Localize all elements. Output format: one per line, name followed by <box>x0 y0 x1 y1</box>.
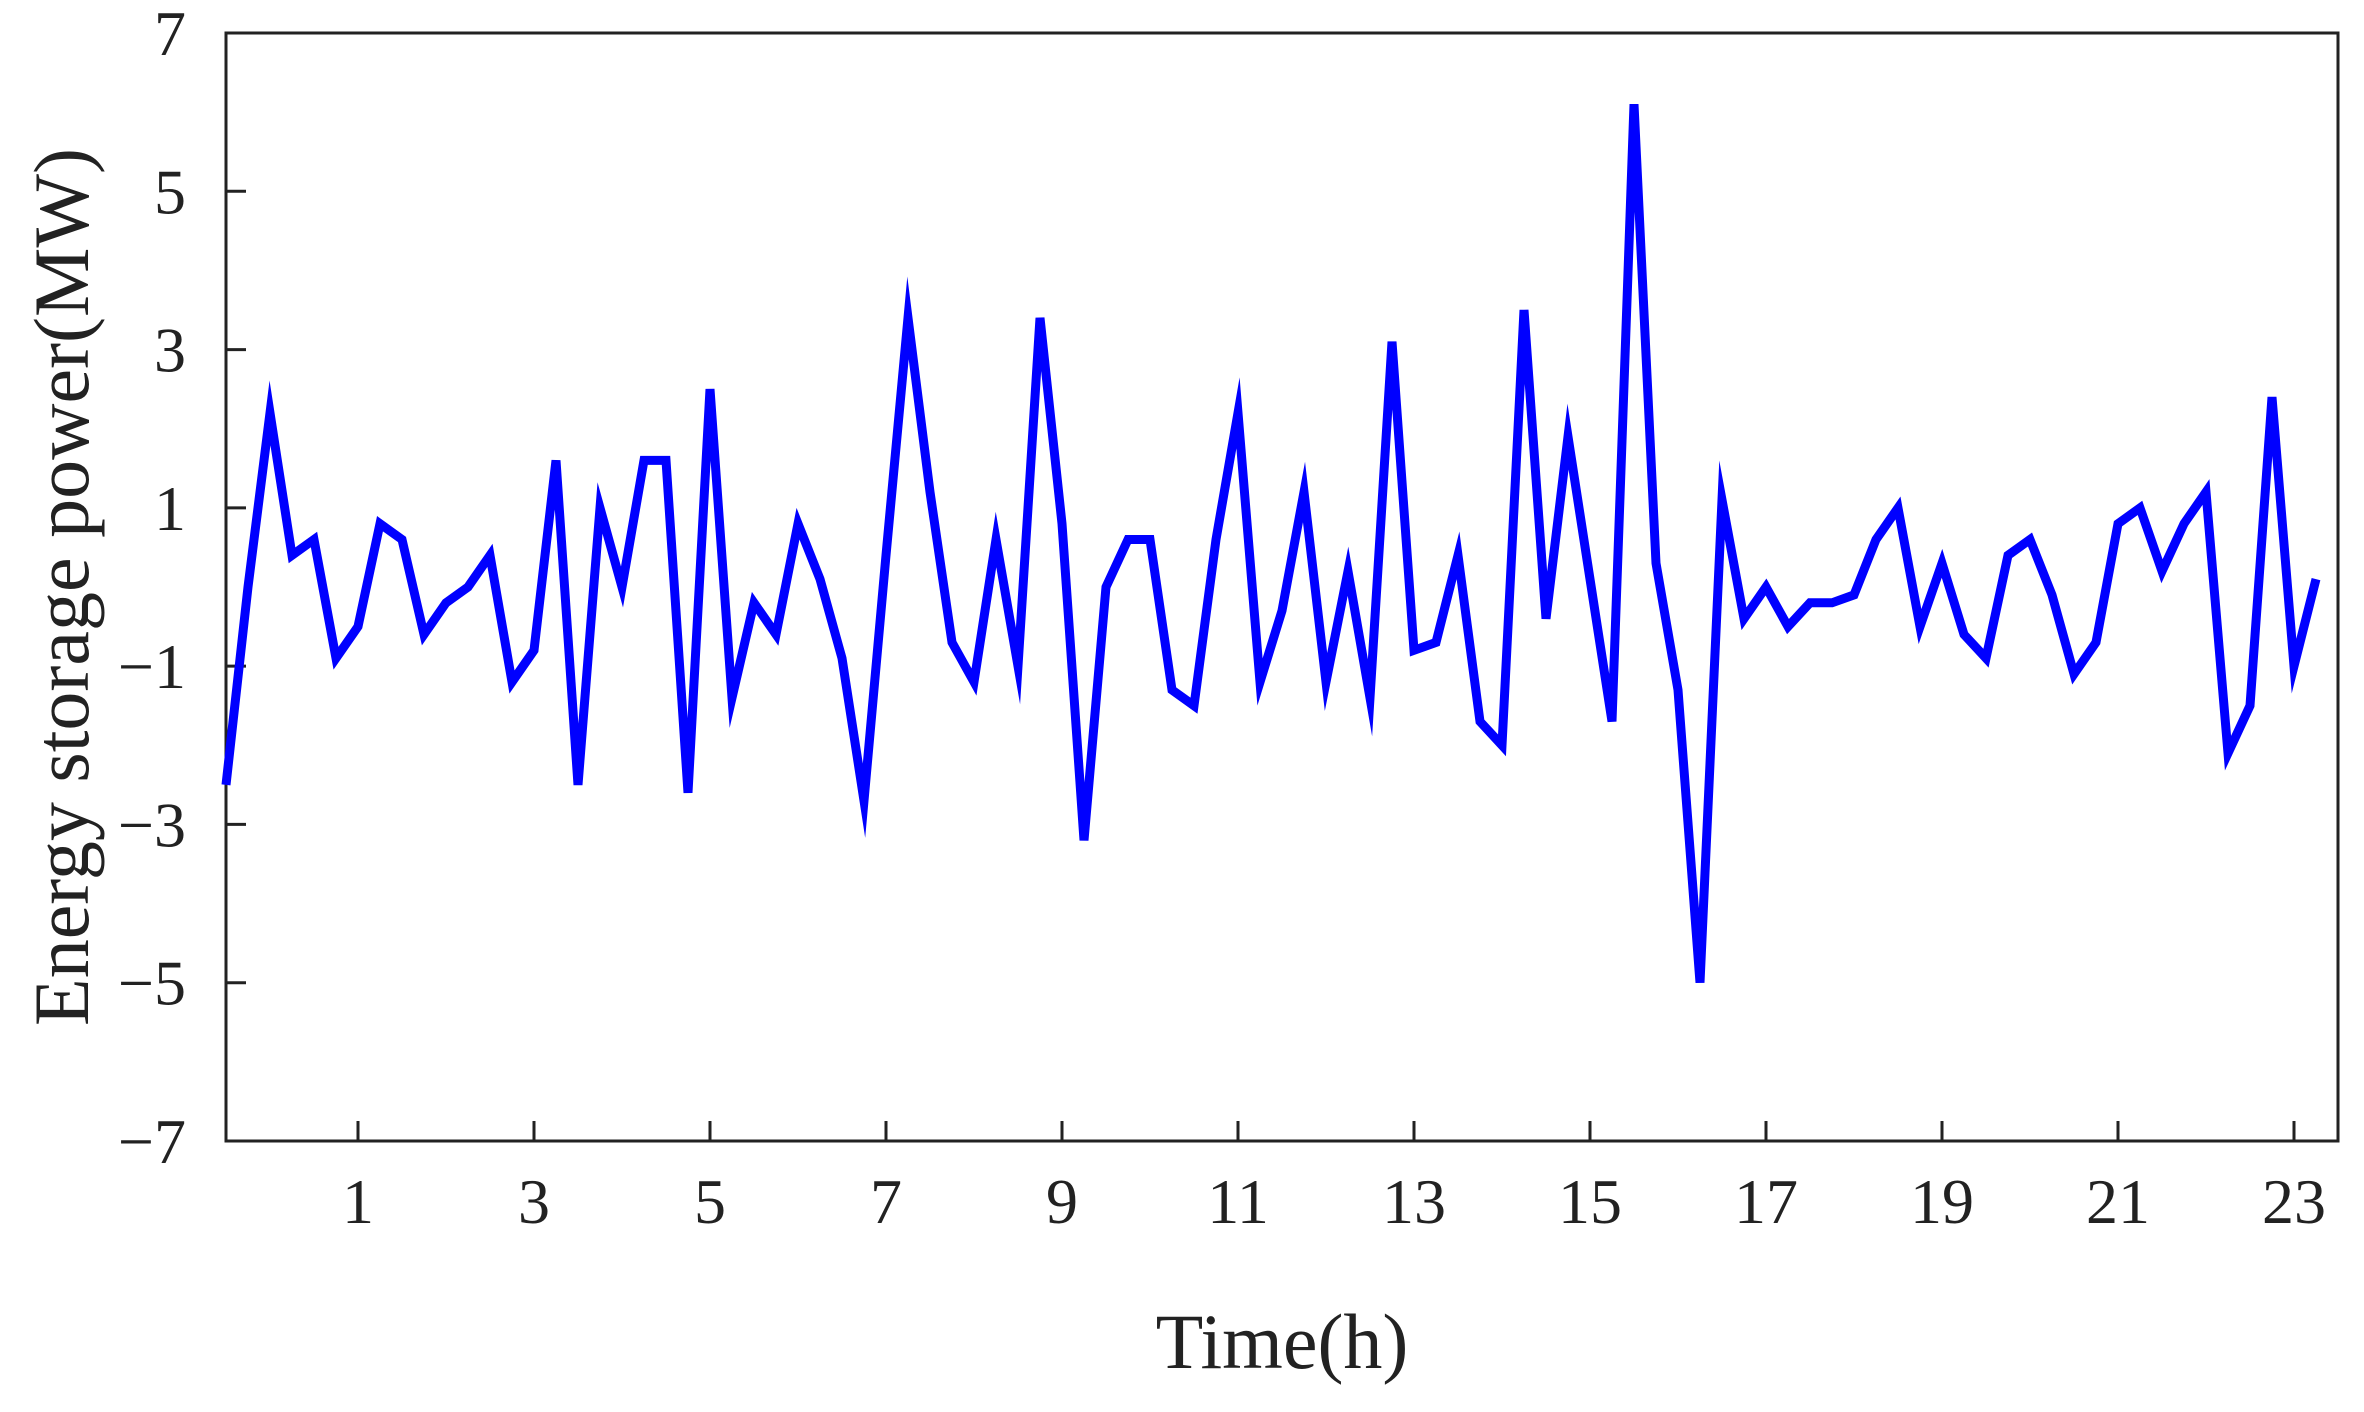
x-tick-label: 19 <box>1910 1166 1974 1237</box>
x-tick-label: 17 <box>1734 1166 1798 1237</box>
y-tick-label: 1 <box>154 473 186 544</box>
axes-frame <box>224 31 2340 1143</box>
x-ticks: 1 3 5 7 9 11 13 15 17 19 21 23 <box>342 1121 2326 1237</box>
y-tick-label: −3 <box>118 789 186 860</box>
x-tick-label: 11 <box>1207 1166 1269 1237</box>
y-tick-label: −7 <box>118 1106 186 1177</box>
y-tick-label: −5 <box>118 948 186 1019</box>
y-axis-title: Energy storage power(MW) <box>18 148 105 1026</box>
x-tick-label: 7 <box>870 1166 902 1237</box>
y-tick-label: 5 <box>154 156 186 227</box>
x-tick-label: 13 <box>1382 1166 1446 1237</box>
x-tick-label: 15 <box>1558 1166 1622 1237</box>
y-ticks: −7 −5 −3 −1 1 3 5 7 <box>118 0 246 1177</box>
x-tick-label: 21 <box>2086 1166 2150 1237</box>
y-tick-label: 7 <box>154 0 186 69</box>
y-tick-label: −1 <box>118 631 186 702</box>
y-tick-label: 3 <box>154 315 186 386</box>
x-axis-title: Time(h) <box>1156 1298 1409 1385</box>
x-tick-label: 5 <box>694 1166 726 1237</box>
x-tick-label: 3 <box>518 1166 550 1237</box>
x-tick-label: 23 <box>2262 1166 2326 1237</box>
x-tick-label: 1 <box>342 1166 374 1237</box>
series-layer <box>221 103 2321 984</box>
x-tick-label: 9 <box>1046 1166 1078 1237</box>
energy-storage-power-line <box>221 103 2321 984</box>
